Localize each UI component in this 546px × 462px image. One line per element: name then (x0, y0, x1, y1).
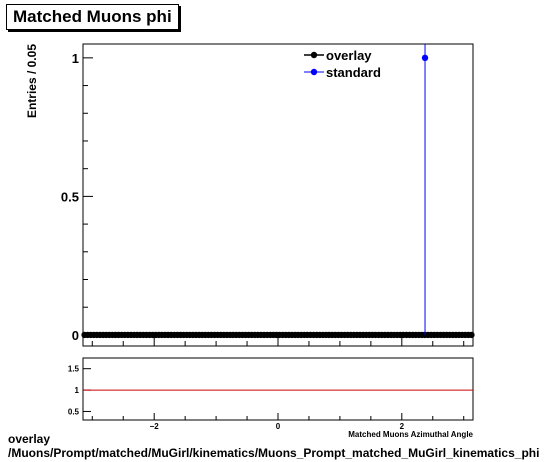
histogram-title: Matched Muons phi (6, 4, 179, 30)
overlay-point (468, 331, 475, 339)
ratio-y-tick-label: 1.5 (68, 365, 80, 374)
ratio-x-tick-label: 2 (400, 422, 405, 431)
footer-histogram-path: /Muons/Prompt/matched/MuGirl/kinematics/… (8, 446, 540, 460)
legend-standard-marker (310, 68, 318, 76)
ratio-x-tick-label: −2 (150, 422, 160, 431)
main-plot-frame (82, 43, 474, 347)
ratio-y-tick-label: 1 (75, 386, 80, 395)
legend-overlay-marker (310, 51, 318, 59)
ratio-x-tick-label: 0 (276, 422, 281, 431)
y-tick-label: 1 (72, 51, 79, 66)
footer-overlay-label: overlay (8, 432, 51, 446)
y-axis-label: Entries / 0.05 (25, 44, 39, 118)
ratio-plot-frame (82, 357, 474, 421)
main-plot: 0 0.5 1 Entries / 0.05 overlay standard (25, 43, 475, 347)
legend-standard-label: standard (326, 65, 381, 80)
y-tick-label: 0.5 (61, 189, 79, 204)
x-axis-label: Matched Muons Azimuthal Angle (348, 430, 473, 439)
legend-overlay-label: overlay (326, 48, 372, 63)
ratio-y-tick-label: 0.5 (68, 407, 80, 416)
standard-point (421, 54, 429, 62)
y-tick-label: 0 (72, 328, 79, 343)
